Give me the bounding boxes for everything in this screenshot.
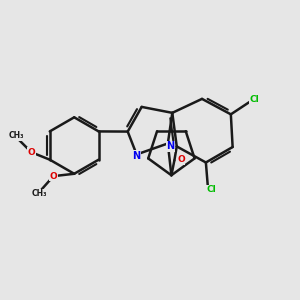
Text: O: O (177, 155, 185, 164)
Text: CH₃: CH₃ (32, 190, 47, 199)
Text: O: O (50, 172, 57, 181)
Text: Cl: Cl (207, 185, 216, 194)
Text: N: N (132, 151, 140, 161)
Text: CH₃: CH₃ (9, 131, 24, 140)
Text: Cl: Cl (250, 95, 260, 104)
Text: O: O (28, 148, 35, 157)
Text: N: N (166, 141, 174, 152)
